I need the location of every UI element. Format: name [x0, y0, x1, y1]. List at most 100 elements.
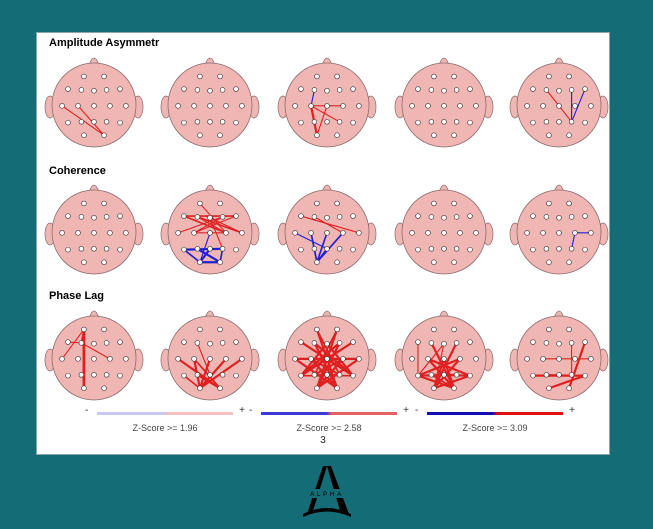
electrode-dot — [530, 246, 536, 253]
electrode-dot — [292, 356, 298, 362]
electrode-dot — [123, 103, 129, 109]
logo-text: ALPHA — [310, 491, 344, 498]
electrode-dot — [65, 372, 71, 379]
scale-plus-sign: + — [239, 405, 245, 416]
electrode-dot — [81, 259, 87, 265]
electrode-dot — [311, 214, 318, 220]
electrode-dot — [453, 246, 460, 252]
scale-label: Z-Score >= 3.09 — [462, 423, 528, 433]
scale-minus-sign: - — [249, 405, 253, 416]
connection-line — [313, 341, 355, 377]
electrode-dot — [457, 103, 463, 109]
electrode-dot — [350, 86, 356, 92]
electrode-dot — [65, 86, 71, 92]
electrode-dot — [298, 213, 304, 219]
scale-color-bar — [97, 412, 233, 415]
electrode-dot — [217, 200, 223, 207]
electrode-dot — [197, 385, 203, 391]
electrode-dot — [543, 214, 550, 220]
electrode-dot — [197, 200, 203, 207]
electrode-dot — [428, 340, 435, 346]
electrode-dot — [546, 132, 552, 138]
electrode-dot — [350, 119, 356, 126]
head-map — [160, 57, 260, 148]
electrode-dot — [91, 372, 97, 378]
electrode-dot — [451, 200, 457, 207]
electrode-dot — [191, 356, 197, 362]
electrode-dot — [572, 230, 578, 236]
electrode-dot — [336, 214, 343, 220]
scale-plus-sign: + — [569, 405, 575, 416]
electrode-dot — [298, 339, 304, 345]
electrode-dot — [123, 230, 129, 236]
electrode-dot — [356, 230, 362, 236]
electrode-dot — [467, 372, 473, 379]
electrode-dot — [556, 119, 562, 125]
connection-line — [316, 328, 341, 376]
electrode-dot — [415, 86, 421, 92]
electrode-dot — [431, 385, 437, 391]
electrode-dot — [78, 372, 85, 378]
connection-line — [316, 105, 328, 136]
electrode-dot — [207, 88, 213, 94]
connection-line — [316, 358, 328, 390]
electrode-dot — [543, 372, 550, 378]
head-map — [44, 310, 144, 401]
electrode-dot — [336, 87, 343, 93]
electrode-dot — [588, 230, 594, 236]
electrode-dot — [207, 103, 213, 109]
electrode-dot — [467, 119, 473, 126]
connection-line — [198, 357, 228, 390]
electrode-dot — [441, 103, 447, 109]
electrode-dot — [451, 385, 457, 391]
connection-line — [299, 341, 341, 377]
electrode-dot — [233, 246, 239, 253]
electrode-dot — [428, 246, 435, 252]
head-map — [277, 310, 377, 401]
connection-line — [571, 88, 586, 123]
electrode-dot — [101, 259, 107, 265]
head-map — [394, 310, 494, 401]
electrode-dot — [572, 103, 578, 109]
electrode-dot — [103, 340, 110, 346]
scale-plus-sign: + — [403, 405, 409, 416]
electrode-dot — [453, 372, 460, 378]
electrode-dot — [308, 356, 314, 362]
electrode-dot — [451, 326, 457, 333]
electrode-dot — [91, 88, 97, 94]
electrode-dot — [65, 213, 71, 219]
head-map — [44, 184, 144, 275]
electrode-dot — [91, 246, 97, 252]
electrode-dot — [546, 200, 552, 207]
electrode-dot — [524, 356, 530, 362]
electrode-dot — [324, 215, 330, 221]
electrode-dot — [217, 259, 223, 265]
electrode-dot — [556, 88, 562, 94]
electrode-dot — [107, 230, 113, 236]
electrode-dot — [546, 73, 552, 80]
electrode-dot — [207, 356, 213, 362]
page-number: 3 — [320, 435, 326, 446]
electrode-dot — [441, 230, 447, 236]
electrode-dot — [428, 87, 435, 93]
connection-line — [198, 247, 212, 264]
connection-line — [432, 357, 446, 390]
electrode-dot — [81, 326, 87, 333]
electrode-dot — [314, 73, 320, 80]
electrode-dot — [219, 119, 226, 125]
head-map — [394, 184, 494, 275]
electrode-dot — [350, 246, 356, 253]
electrode-dot — [428, 372, 435, 378]
electrode-dot — [191, 103, 197, 109]
electrode-dot — [582, 246, 588, 253]
electrode-dot — [117, 372, 123, 379]
electrode-dot — [292, 230, 298, 236]
connection-line — [545, 373, 586, 377]
electrode-dot — [311, 246, 318, 252]
electrode-dot — [123, 356, 129, 362]
electrode-dot — [340, 103, 346, 109]
connection-line — [316, 232, 344, 264]
head-map — [394, 57, 494, 148]
electrode-dot — [530, 86, 536, 92]
connection-line — [547, 374, 587, 390]
